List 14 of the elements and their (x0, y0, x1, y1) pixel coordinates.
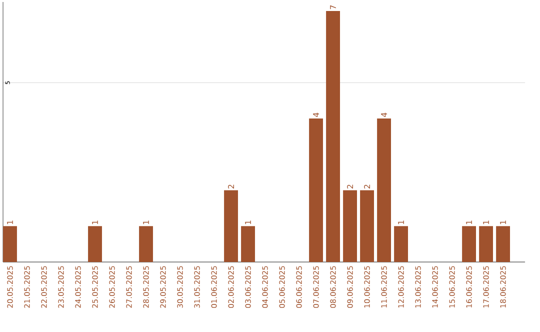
bar (462, 226, 476, 262)
bar (309, 118, 323, 262)
bar (394, 226, 408, 262)
bar (3, 226, 17, 262)
bar (326, 10, 340, 262)
bar (479, 226, 493, 262)
bar (496, 226, 510, 262)
bar (377, 118, 391, 262)
bar (241, 226, 255, 262)
bar (139, 226, 153, 262)
bar (88, 226, 102, 262)
bar (343, 190, 357, 262)
bar (360, 190, 374, 262)
bar (224, 190, 238, 262)
